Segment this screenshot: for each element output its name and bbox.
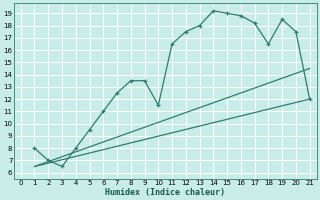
X-axis label: Humidex (Indice chaleur): Humidex (Indice chaleur) <box>105 188 225 197</box>
